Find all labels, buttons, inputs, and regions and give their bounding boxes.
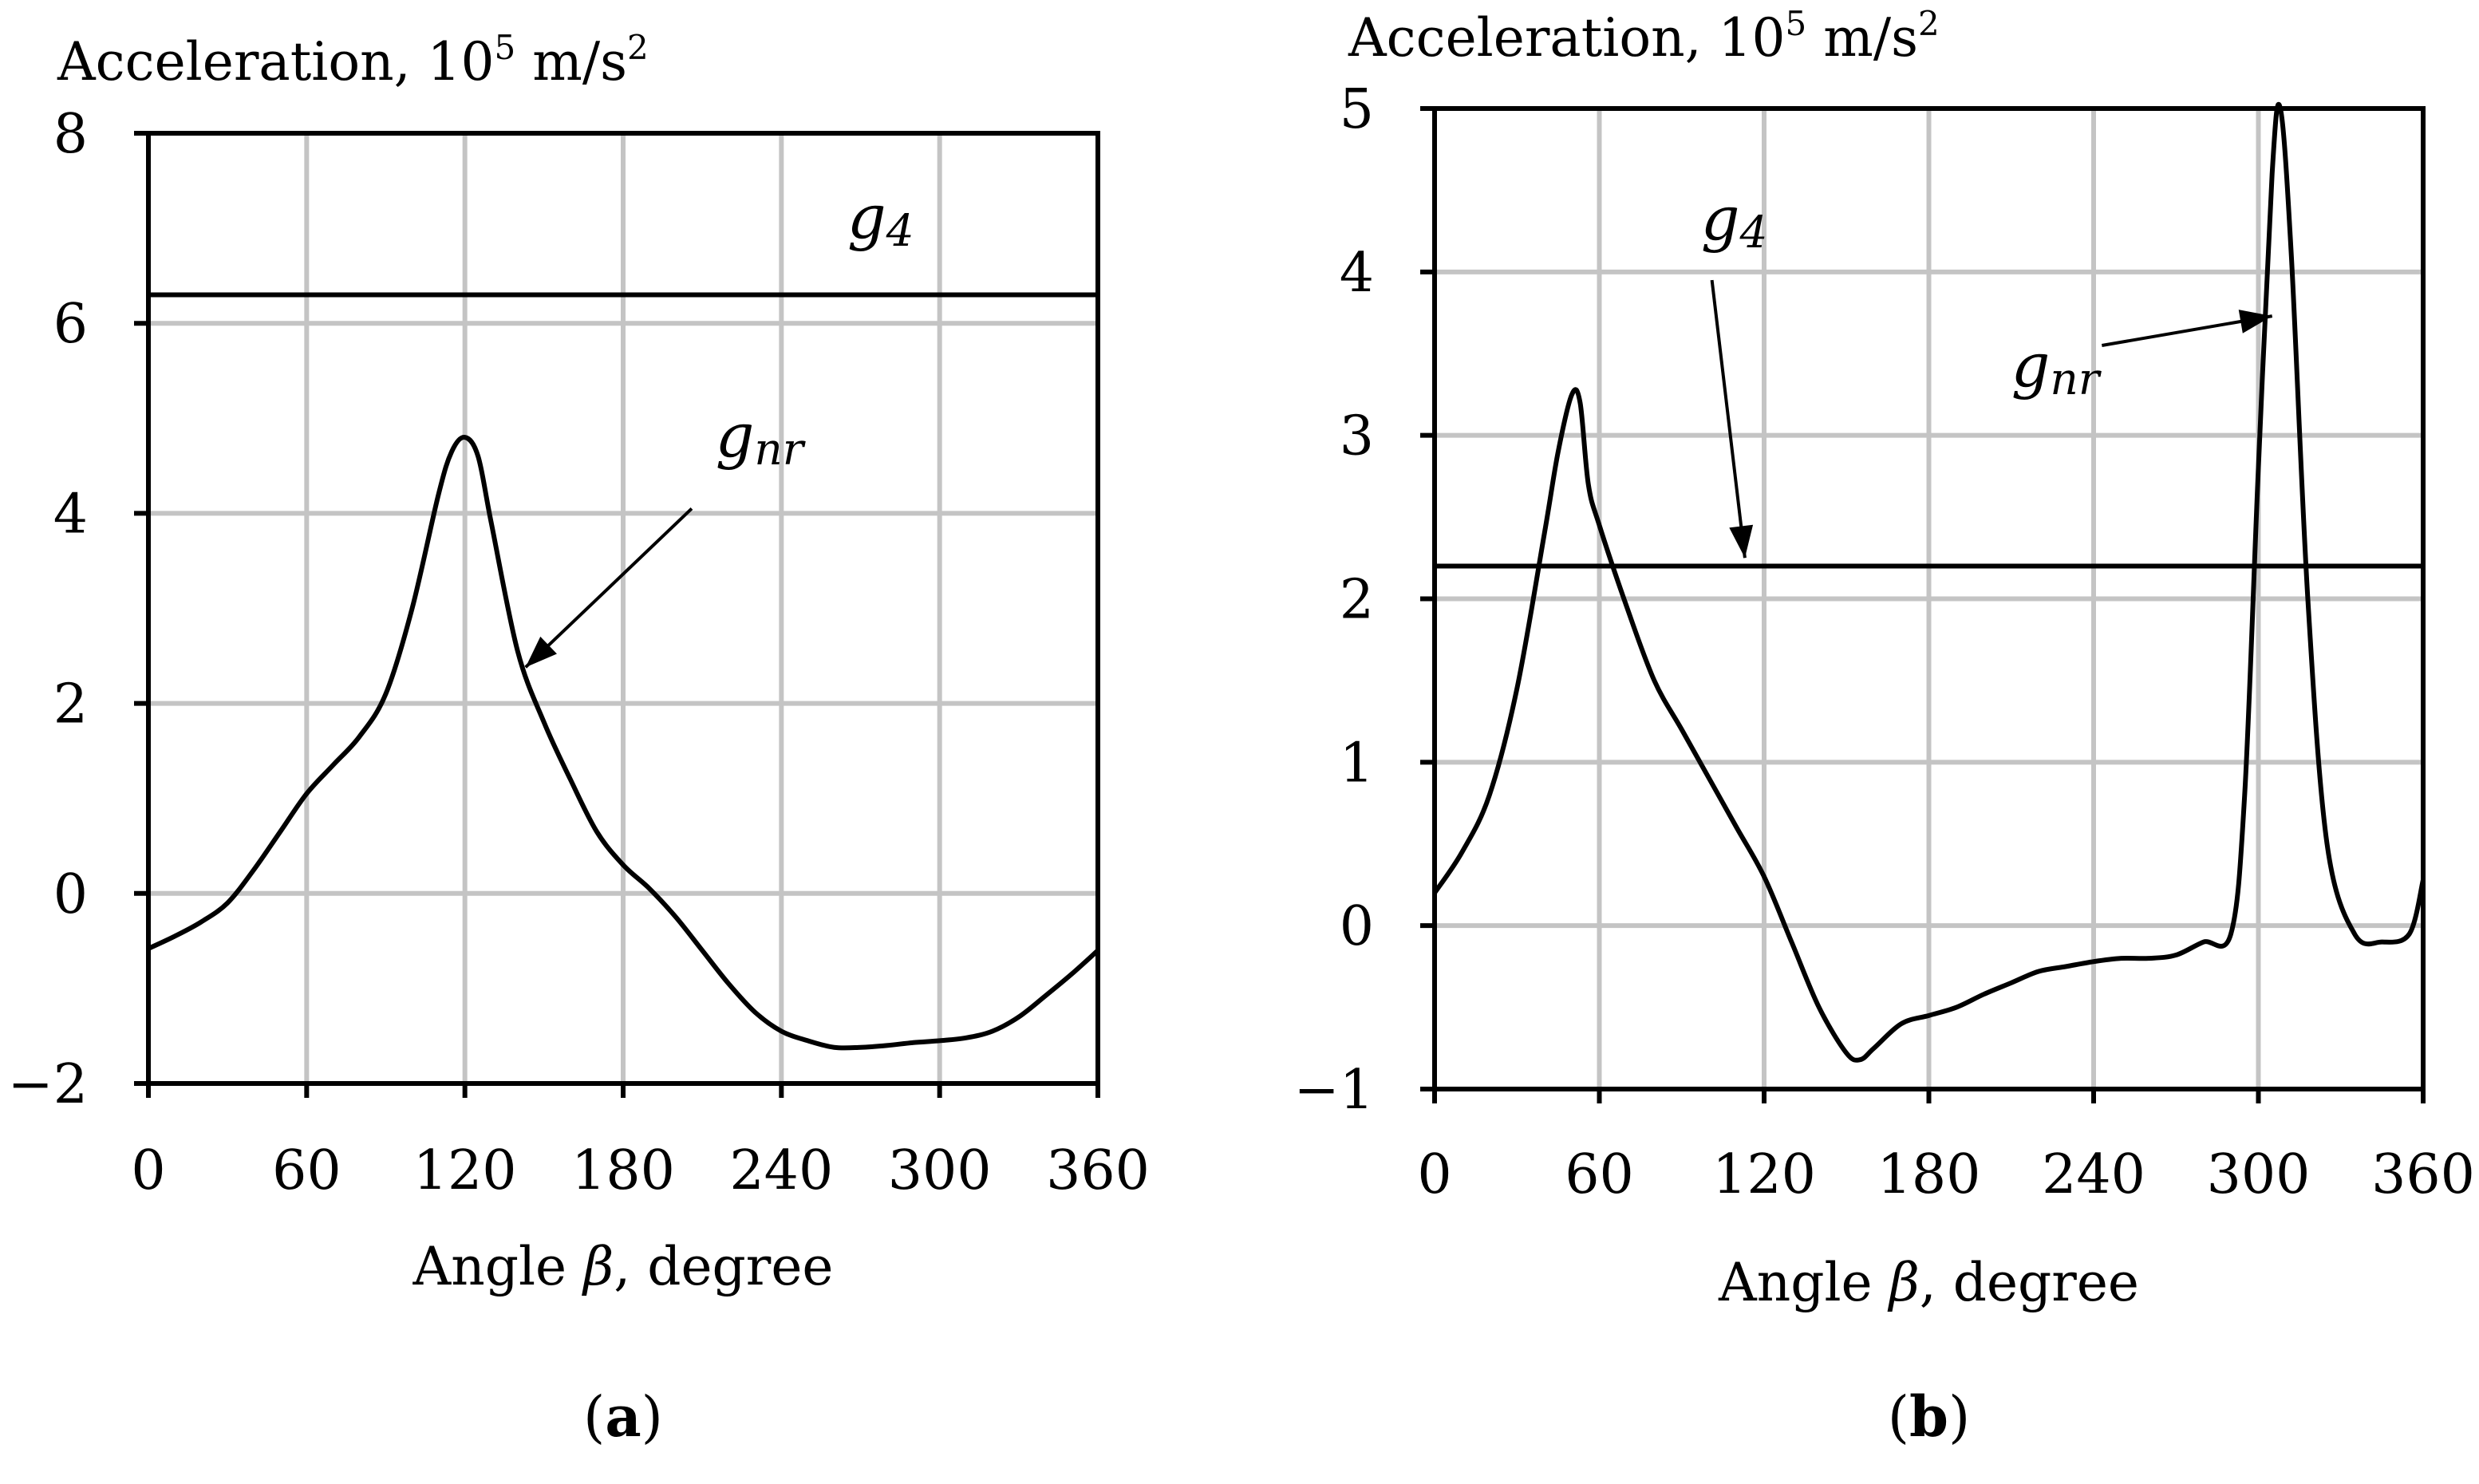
series-g_nr-curve: [1432, 101, 2426, 1063]
y-tick-label: −2: [8, 1053, 88, 1116]
annotation-g-4: g4: [1701, 183, 1768, 258]
x-tick-label: 0: [1417, 1143, 1451, 1206]
x-tick-label: 300: [888, 1139, 992, 1202]
x-axis-label: Angle β, degree: [1718, 1252, 2139, 1313]
x-tick-label: 240: [2042, 1143, 2145, 1206]
y-tick-label: 2: [53, 673, 88, 736]
x-tick-label: 180: [1877, 1143, 1981, 1206]
y-tick-label: −1: [1294, 1059, 1374, 1122]
x-tick-label: 300: [2207, 1143, 2311, 1206]
y-tick-label: 0: [53, 863, 88, 926]
chart-panel-a: −2 0 2 4 6 8 0 60 120 180 240 300 360 g4 gnr Accelerati…: [8, 28, 1150, 1450]
y-axis-label: Acceleration, 105 m/s2: [1348, 4, 1940, 69]
y-tick-label: 2: [1340, 569, 1374, 632]
x-tick-label: 120: [413, 1139, 517, 1202]
x-tick-label: 60: [272, 1139, 341, 1202]
annotation-g-nr: gnr: [2011, 330, 2102, 405]
chart-panel-b: −1 0 1 2 3 4 5 0 60 120 180 240 300 360 g4 gnr Accelerat…: [1294, 4, 2475, 1450]
series-g_nr-curve: [146, 435, 1100, 1051]
y-tick-label: 0: [1340, 895, 1374, 958]
x-axis-label: Angle β, degree: [413, 1236, 834, 1297]
panel-label-a: (a): [583, 1383, 663, 1450]
plot-frame: [1432, 106, 2426, 1091]
y-tick-label: 4: [53, 483, 88, 546]
y-tick-label: 1: [1340, 732, 1374, 795]
x-tick-label: 360: [1046, 1139, 1150, 1202]
x-tick-label: 180: [571, 1139, 675, 1202]
annotation-g-nr: gnr: [716, 400, 806, 475]
annotation-arrowhead: [525, 636, 557, 668]
panel-label-b: (b): [1888, 1383, 1971, 1450]
y-tick-label: 4: [1340, 242, 1374, 305]
y-axis-label: Acceleration, 105 m/s2: [57, 28, 649, 93]
annotation-arrowhead: [1729, 524, 1754, 558]
annotation-arrow-line: [524, 507, 693, 669]
x-tick-label: 60: [1565, 1143, 1634, 1206]
x-tick-label: 360: [2371, 1143, 2475, 1206]
x-tick-label: 240: [729, 1139, 833, 1202]
plot-frame: [146, 131, 1100, 1086]
y-tick-label: 8: [53, 103, 88, 166]
y-tick-label: 5: [1340, 78, 1374, 141]
annotation-g-4: g4: [847, 181, 914, 256]
x-tick-label: 0: [131, 1139, 165, 1202]
annotation-arrowhead: [2238, 310, 2272, 334]
y-tick-label: 3: [1340, 405, 1374, 468]
x-tick-label: 120: [1712, 1143, 1816, 1206]
annotation-arrow-line: [1710, 279, 1747, 558]
y-tick-label: 6: [53, 293, 88, 356]
